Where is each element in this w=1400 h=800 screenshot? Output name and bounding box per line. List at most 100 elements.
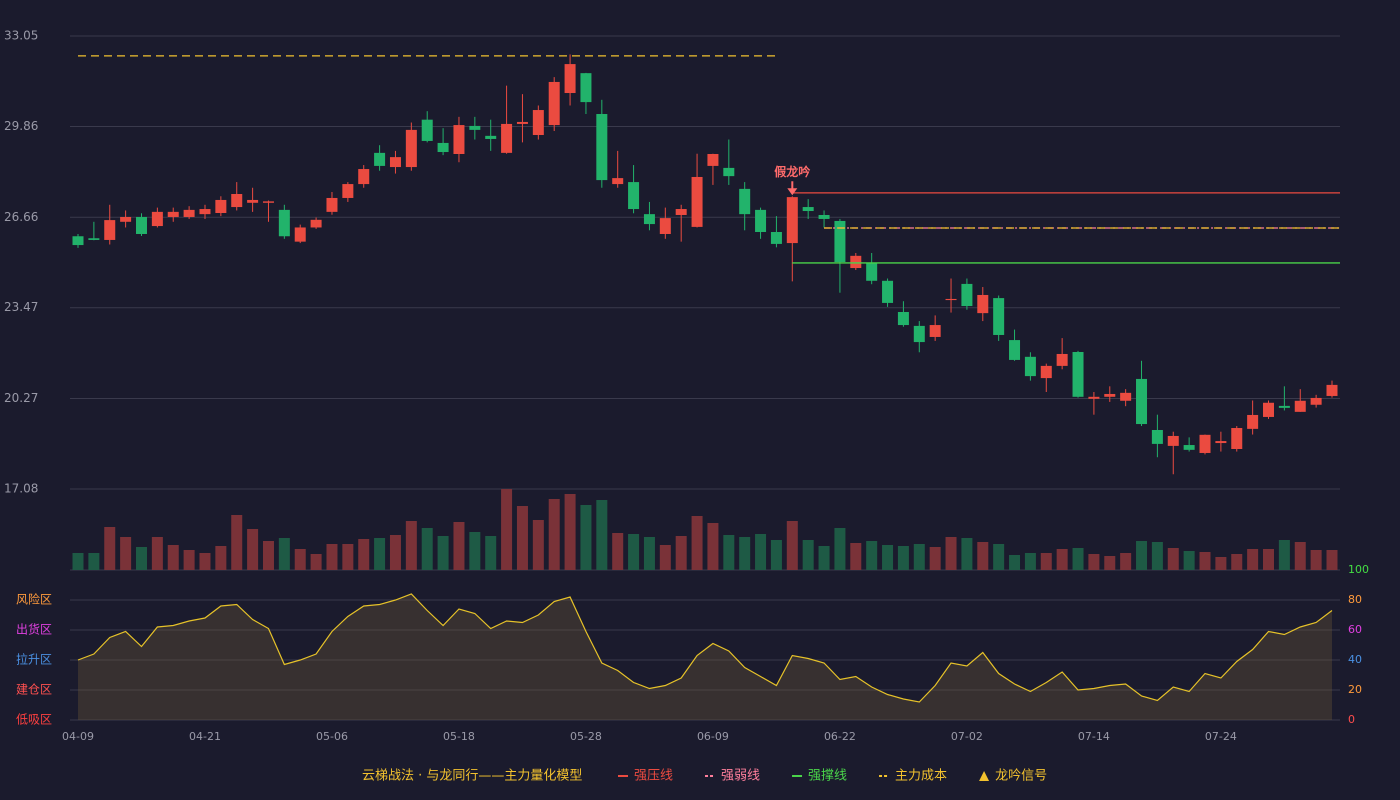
candle-body xyxy=(897,311,909,326)
candle-body xyxy=(1072,351,1084,397)
legend-label: 主力成本 xyxy=(895,769,947,784)
candle-body xyxy=(580,73,592,103)
legend-label: 龙吟信号 xyxy=(995,768,1047,784)
candle-body xyxy=(135,216,147,234)
candle-body xyxy=(199,209,211,215)
x-tick-label: 04-09 xyxy=(62,730,94,743)
candle-body xyxy=(628,182,640,210)
volume-bar xyxy=(1247,549,1259,570)
candle-body xyxy=(564,64,576,94)
volume-bar xyxy=(1183,551,1195,570)
candle-body xyxy=(532,110,544,135)
candle-body xyxy=(310,219,322,228)
volume-bar xyxy=(755,534,767,570)
candle-body xyxy=(1088,396,1100,399)
volume-bar xyxy=(977,542,989,570)
x-tick-label: 07-02 xyxy=(951,730,983,743)
candle-body xyxy=(183,209,195,217)
x-tick-label: 06-09 xyxy=(697,730,729,743)
volume-bar xyxy=(882,545,894,570)
candle-body xyxy=(421,119,433,141)
candle-body xyxy=(1326,384,1338,396)
candle-body xyxy=(501,123,513,153)
candle-body xyxy=(374,152,386,166)
volume-bar xyxy=(1310,550,1322,570)
candle-body xyxy=(72,236,84,246)
y2-tick-label: 0 xyxy=(1348,713,1355,726)
y2-tick-label: 20 xyxy=(1348,683,1362,696)
volume-bar xyxy=(1088,554,1100,570)
volume-bar xyxy=(516,506,528,570)
volume-bar xyxy=(675,536,687,570)
candle-body xyxy=(548,81,560,126)
candle-body xyxy=(1310,397,1322,405)
volume-bar xyxy=(485,536,497,570)
y2-tick-label: 80 xyxy=(1348,593,1362,606)
volume-bar xyxy=(1072,548,1084,570)
candle-body xyxy=(866,262,878,281)
candle-body xyxy=(929,325,941,337)
candle-body xyxy=(485,135,497,139)
zone-label: 拉升区 xyxy=(16,652,52,667)
zone-label: 建仓区 xyxy=(16,683,52,697)
y2-tick-label: 60 xyxy=(1348,623,1362,636)
zone-label: 风险区 xyxy=(16,592,52,607)
candle-body xyxy=(437,142,449,153)
candle-body xyxy=(1183,445,1195,450)
volume-bar xyxy=(532,520,544,570)
y2-tick-label: 40 xyxy=(1348,653,1362,666)
volume-bar xyxy=(707,523,719,570)
volume-bar xyxy=(993,544,1005,570)
volume-bar xyxy=(437,536,449,570)
volume-bar xyxy=(453,522,465,570)
candle-body xyxy=(516,121,528,124)
candle-body xyxy=(993,298,1005,335)
candle-body xyxy=(1199,434,1211,453)
candle-body xyxy=(247,199,259,203)
volume-bar xyxy=(469,532,481,570)
volume-bar xyxy=(945,537,957,570)
candle-body xyxy=(707,154,719,166)
candle-body xyxy=(278,209,290,237)
volume-bar xyxy=(643,537,655,570)
volume-bar xyxy=(913,544,925,570)
volume-bar xyxy=(739,537,751,570)
volume-bar xyxy=(1294,542,1306,570)
volume-bar xyxy=(247,529,259,570)
candle-body xyxy=(342,184,354,198)
volume-bar xyxy=(183,550,195,570)
y-tick-label: 17.08 xyxy=(4,482,38,496)
candle-body xyxy=(1278,405,1290,408)
volume-bar xyxy=(1120,553,1132,570)
volume-bar xyxy=(1024,553,1036,570)
volume-bar xyxy=(374,538,386,570)
oscillator-line xyxy=(77,593,1333,703)
y-tick-label: 26.66 xyxy=(4,210,38,224)
volume-bar xyxy=(342,544,354,570)
volume-bar xyxy=(135,547,147,570)
volume-bar xyxy=(818,546,830,570)
volume-bar xyxy=(72,553,84,570)
candle-body xyxy=(231,193,243,208)
x-tick-label: 07-14 xyxy=(1078,730,1110,743)
volume-bar xyxy=(691,516,703,570)
volume-bar xyxy=(612,533,624,570)
candle-body xyxy=(326,197,338,212)
candle-body xyxy=(469,125,481,130)
volume-bar xyxy=(1263,549,1275,570)
candle-body xyxy=(659,218,671,234)
legend-title: 云梯战法 · 与龙同行——主力量化模型 xyxy=(362,769,582,784)
volume-bar xyxy=(1167,548,1179,570)
candle-body xyxy=(262,201,274,203)
candle-body xyxy=(882,280,894,303)
candle-body xyxy=(596,114,608,181)
volume-bar xyxy=(850,543,862,570)
candle-body xyxy=(961,283,973,307)
volume-bar xyxy=(389,535,401,570)
candle-body xyxy=(405,129,417,168)
x-tick-label: 04-21 xyxy=(189,730,221,743)
volume-bar xyxy=(1136,541,1148,570)
candle-body xyxy=(1247,414,1259,429)
candle-body xyxy=(723,167,735,177)
